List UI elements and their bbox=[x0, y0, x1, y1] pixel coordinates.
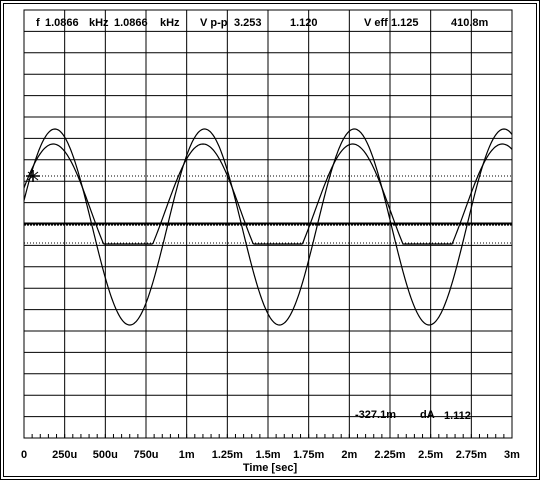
cursor-value: -327.1m bbox=[355, 409, 396, 421]
x-tick-label: 1.25m bbox=[212, 449, 243, 461]
x-tick-label: 1.75m bbox=[293, 449, 324, 461]
plot-grid bbox=[23, 9, 513, 439]
cursor-lines bbox=[24, 175, 512, 244]
x-tick-label: 3m bbox=[504, 449, 520, 461]
vpp-value-2: 1.120 bbox=[290, 17, 318, 29]
freq-value-2: 1.0866 bbox=[114, 17, 148, 29]
x-tick-label: 1.5m bbox=[255, 449, 280, 461]
x-axis-title: Time [sec] bbox=[243, 462, 298, 474]
x-tick-label: 250u bbox=[52, 449, 77, 461]
freq-unit-2: kHz bbox=[160, 17, 180, 29]
veff-label: V eff bbox=[364, 17, 388, 29]
freq-unit-1: kHz bbox=[89, 17, 109, 29]
x-tick-label: 2.75m bbox=[456, 449, 487, 461]
trace-a bbox=[23, 128, 513, 326]
measurement-readout: -327.1m dA 1.112 bbox=[355, 409, 471, 422]
vpp-value-1: 3.253 bbox=[234, 17, 262, 29]
waveform-traces bbox=[23, 128, 513, 326]
trigger-marker[interactable] bbox=[26, 170, 40, 182]
vpp-label: V p-p bbox=[200, 17, 228, 29]
x-tick-labels: 0 250u 500u 750u 1m 1.25m 1.5m 1.75m 2m 2.25m 2.5m… bbox=[21, 449, 520, 461]
x-tick-label: 750u bbox=[133, 449, 158, 461]
x-tick-label: 2.5m bbox=[418, 449, 443, 461]
x-tick-label: 0 bbox=[21, 449, 27, 461]
veff-value-1: 1.125 bbox=[391, 17, 419, 29]
inner-frame bbox=[3, 3, 537, 477]
freq-value-1: 1.0866 bbox=[45, 17, 79, 29]
x-tick-label: 2m bbox=[341, 449, 357, 461]
x-tick-label: 2.25m bbox=[374, 449, 405, 461]
delta-label: dA bbox=[420, 409, 435, 421]
freq-label: f bbox=[36, 17, 40, 29]
header-readouts: f 1.0866 kHz 1.0866 kHz V p-p 3.253 1.12… bbox=[36, 17, 489, 29]
veff-value-2: 410.8m bbox=[451, 17, 489, 29]
trace-b bbox=[23, 143, 513, 245]
x-tick-label: 1m bbox=[179, 449, 195, 461]
delta-value: 1.112 bbox=[444, 410, 471, 422]
x-tick-label: 500u bbox=[93, 449, 118, 461]
